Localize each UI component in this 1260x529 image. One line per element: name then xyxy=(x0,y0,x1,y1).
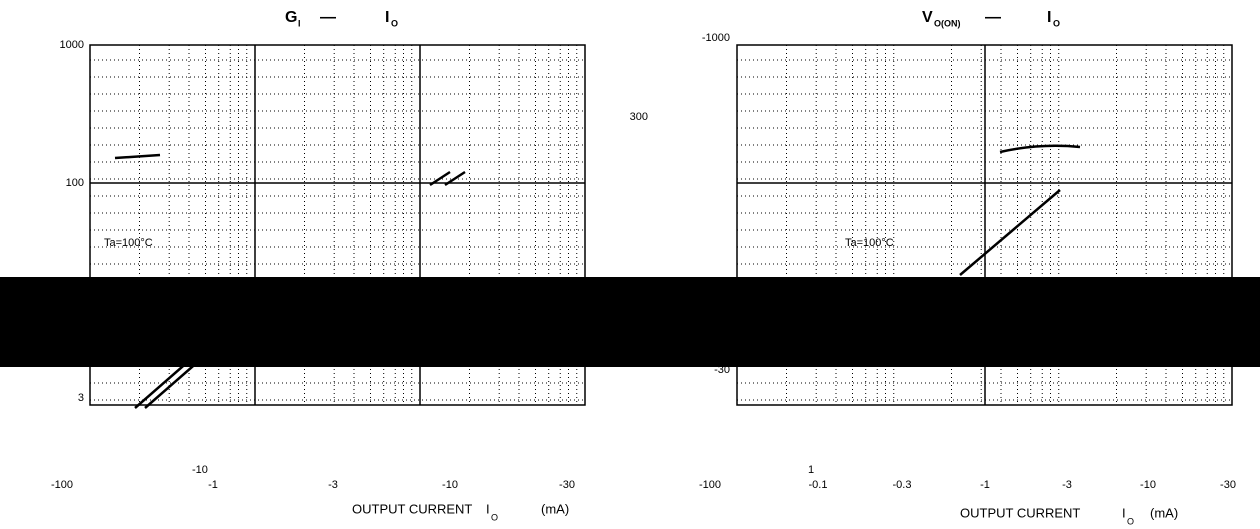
x-tick-label: -3 xyxy=(1062,479,1072,491)
title-dash: — xyxy=(985,9,1001,26)
tick-label: 1 xyxy=(808,464,814,476)
x-tick-label: -10 xyxy=(1140,479,1156,491)
x-tick-label: -100 xyxy=(51,479,73,491)
glitch-band xyxy=(0,277,1260,367)
y-tick-label: -30 xyxy=(714,364,730,376)
title-symbol: I xyxy=(385,9,389,26)
title-sub: O xyxy=(1053,18,1060,28)
x-axis-unit: (mA) xyxy=(541,501,569,516)
curve xyxy=(959,189,1061,276)
y-tick-label: 3 xyxy=(78,392,84,404)
x-tick-label: -30 xyxy=(559,479,575,491)
x-tick-label: -0.1 xyxy=(809,479,828,491)
plot-frame xyxy=(89,44,586,406)
title-symbol: V xyxy=(922,9,933,26)
annotation: Ta=100°C xyxy=(104,237,153,249)
x-tick-label: -0.3 xyxy=(893,479,912,491)
x-axis-unit: (mA) xyxy=(1150,505,1178,520)
x-axis-label: OUTPUT CURRENT xyxy=(352,501,472,516)
y-tick-label: 300 xyxy=(630,111,648,123)
title-sub: I xyxy=(298,18,301,28)
title-dash: — xyxy=(320,9,336,26)
x-axis-sub: O xyxy=(491,512,498,522)
x-tick-label: -1 xyxy=(208,479,218,491)
curve xyxy=(999,144,1081,154)
x-axis-sub: O xyxy=(1127,516,1134,526)
curve xyxy=(144,359,201,409)
x-tick-label: -100 xyxy=(699,479,721,491)
x-tick-label: -10 xyxy=(442,479,458,491)
x-tick-label: -3 xyxy=(328,479,338,491)
x-tick-label: -30 xyxy=(1220,479,1236,491)
y-tick-label: 1000 xyxy=(60,39,84,51)
curve xyxy=(114,153,161,160)
y-tick-label: -1000 xyxy=(702,32,730,44)
title-sub: O xyxy=(391,18,398,28)
title-symbol: G xyxy=(285,9,297,26)
x-axis-label: OUTPUT CURRENT xyxy=(960,505,1080,520)
title-sub: O(ON) xyxy=(934,18,961,28)
curve xyxy=(134,359,191,409)
x-axis-symbol: I xyxy=(1122,505,1126,520)
title-symbol: I xyxy=(1047,9,1051,26)
annotation: Ta=100°C xyxy=(845,237,894,249)
curve xyxy=(429,170,466,187)
tick-label: -10 xyxy=(192,464,208,476)
x-axis-symbol: I xyxy=(486,501,490,516)
x-tick-label: -1 xyxy=(980,479,990,491)
y-tick-label: 100 xyxy=(66,177,84,189)
